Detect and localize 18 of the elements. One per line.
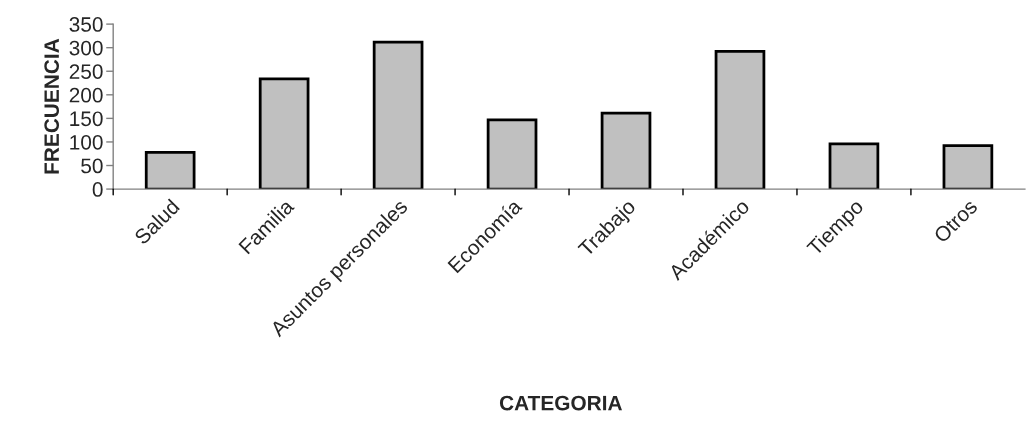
y-tick-label: 350 <box>69 17 103 32</box>
y-tick-label: 150 <box>70 111 103 127</box>
bar <box>372 40 424 190</box>
y-tick-label: 50 <box>81 158 103 174</box>
bar <box>714 50 766 190</box>
bar <box>828 142 880 190</box>
y-axis-title: FRECUENCIA <box>44 38 60 174</box>
y-tick-label: 200 <box>69 87 103 103</box>
bar <box>486 118 538 190</box>
y-tick-label: 250 <box>69 64 103 79</box>
bar <box>600 111 652 190</box>
bar <box>144 150 196 190</box>
y-tick-label: 100 <box>70 134 103 150</box>
bar <box>942 144 994 190</box>
bar <box>258 77 310 190</box>
x-axis-title: CATEGORIA <box>499 395 622 411</box>
y-tick-label: 300 <box>69 40 103 56</box>
y-tick-label: 0 <box>92 182 103 197</box>
